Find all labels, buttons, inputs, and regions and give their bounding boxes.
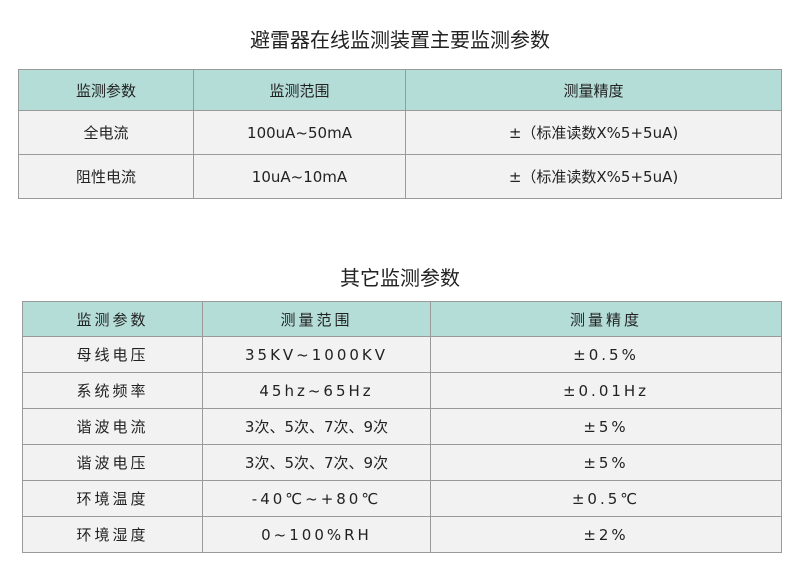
cell: ±5%	[430, 408, 782, 445]
cell: 全电流	[18, 110, 194, 155]
table-row: 谐波电压 3次、5次、7次、9次 ±5%	[22, 444, 782, 481]
cell: 10uA~10mA	[193, 154, 406, 199]
cell: 谐波电压	[22, 444, 203, 481]
cell: ±（标准读数X%5+5uA)	[405, 110, 782, 155]
table1-title: 避雷器在线监测装置主要监测参数	[250, 28, 550, 52]
table-row: 环境湿度 0~100%RH ±2%	[22, 516, 782, 553]
cell: 0~100%RH	[202, 516, 431, 553]
cell: 100uA~50mA	[193, 110, 406, 155]
table-header-row: 监测参数 测量范围 测量精度	[22, 301, 782, 337]
header-cell: 测量精度	[405, 69, 782, 111]
header-cell: 测量精度	[430, 301, 782, 337]
cell: 系统频率	[22, 372, 203, 409]
cell: 3次、5次、7次、9次	[202, 408, 431, 445]
cell: ±0.5℃	[430, 480, 782, 517]
header-cell: 测量范围	[202, 301, 431, 337]
cell: 3次、5次、7次、9次	[202, 444, 431, 481]
cell: 35KV~1000KV	[202, 336, 431, 373]
table-header-row: 监测参数 监测范围 测量精度	[18, 69, 782, 111]
main-parameters-table: 监测参数 监测范围 测量精度 全电流 100uA~50mA ±（标准读数X%5+…	[18, 69, 782, 199]
table-row: 全电流 100uA~50mA ±（标准读数X%5+5uA)	[18, 110, 782, 155]
cell: -40℃~+80℃	[202, 480, 431, 517]
other-parameters-table: 监测参数 测量范围 测量精度 母线电压 35KV~1000KV ±0.5% 系统…	[22, 301, 782, 553]
header-cell: 监测范围	[193, 69, 406, 111]
cell: 45hz~65Hz	[202, 372, 431, 409]
cell: 阻性电流	[18, 154, 194, 199]
cell: 谐波电流	[22, 408, 203, 445]
table-row: 环境温度 -40℃~+80℃ ±0.5℃	[22, 480, 782, 517]
cell: ±（标准读数X%5+5uA)	[405, 154, 782, 199]
table-row: 阻性电流 10uA~10mA ±（标准读数X%5+5uA)	[18, 154, 782, 199]
table-row: 谐波电流 3次、5次、7次、9次 ±5%	[22, 408, 782, 445]
cell: ±2%	[430, 516, 782, 553]
cell: 母线电压	[22, 336, 203, 373]
cell: 环境湿度	[22, 516, 203, 553]
header-cell: 监测参数	[18, 69, 194, 111]
cell: ±0.5%	[430, 336, 782, 373]
table-row: 母线电压 35KV~1000KV ±0.5%	[22, 336, 782, 373]
cell: ±5%	[430, 444, 782, 481]
cell: ±0.01Hz	[430, 372, 782, 409]
cell: 环境温度	[22, 480, 203, 517]
table2-title: 其它监测参数	[340, 266, 460, 290]
table-row: 系统频率 45hz~65Hz ±0.01Hz	[22, 372, 782, 409]
header-cell: 监测参数	[22, 301, 203, 337]
